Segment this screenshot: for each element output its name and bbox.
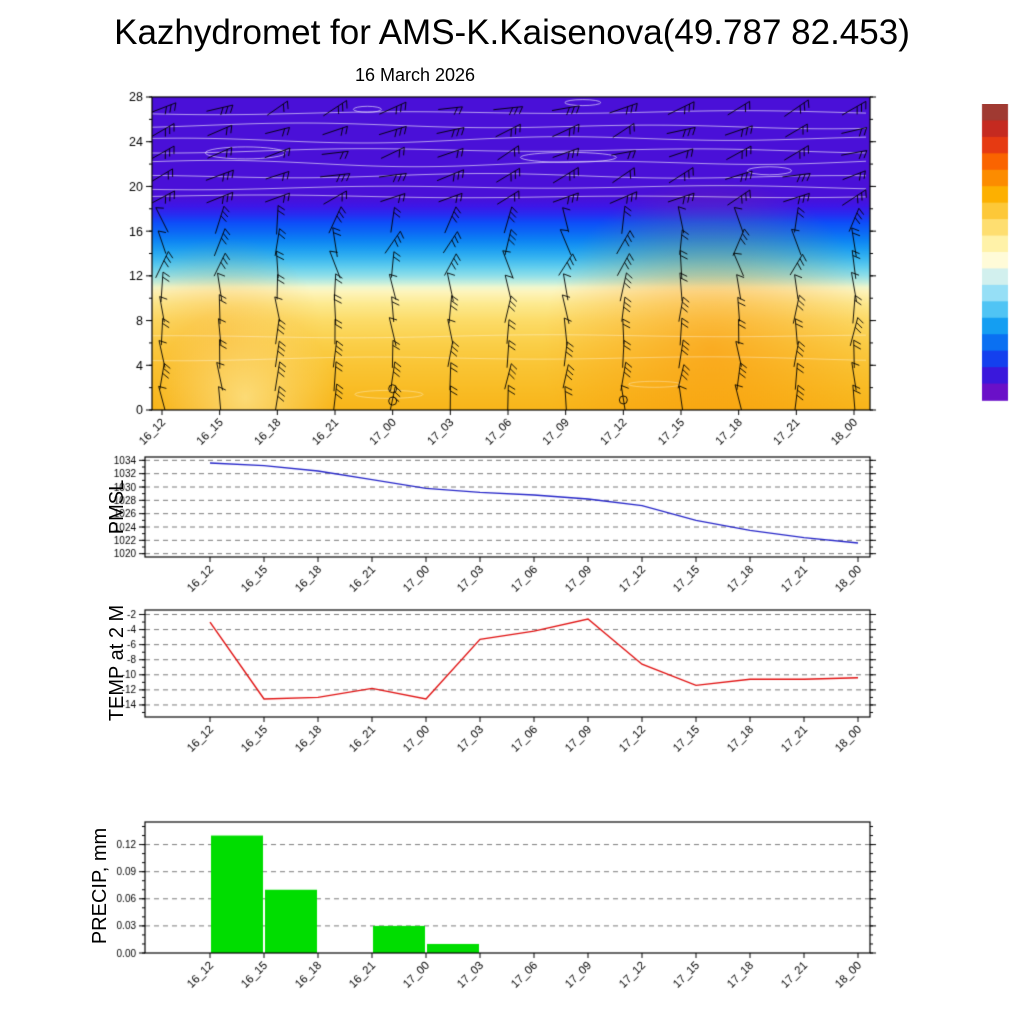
temp-chart bbox=[95, 603, 900, 758]
precip-chart bbox=[95, 813, 900, 998]
cross-section-meteogram bbox=[95, 88, 900, 468]
date-subtitle: 16 March 2026 bbox=[354, 65, 476, 85]
colorbar bbox=[980, 104, 1020, 404]
pmsl-chart bbox=[95, 450, 900, 600]
page-title: Kazhydromet for AMS-K.Kaisenova(49.787 8… bbox=[114, 13, 910, 52]
